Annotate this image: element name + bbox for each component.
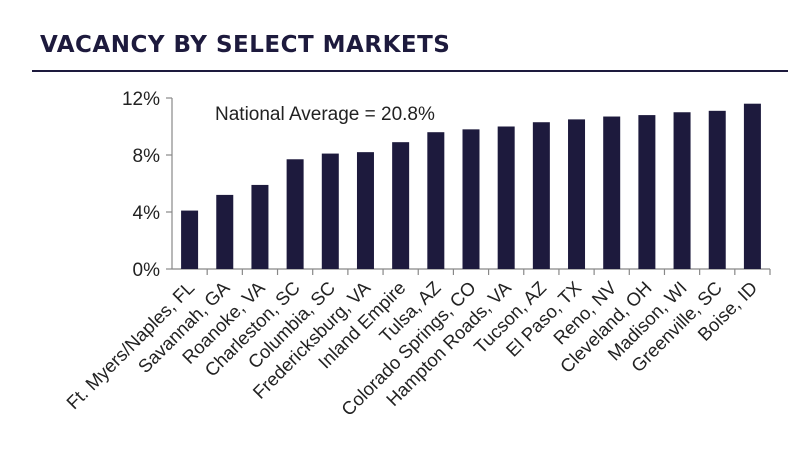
bar [497,126,515,269]
bars [181,103,771,275]
bar [568,119,586,269]
bar [392,142,410,269]
bar [462,129,480,269]
bar [181,210,199,269]
y-tick-label: 8% [133,146,161,167]
y-tick-label: 0% [133,260,161,281]
page-title: VACANCY BY SELECT MARKETS [40,32,451,58]
bar [427,132,445,269]
y-tick-label: 12% [122,89,160,110]
bar [638,115,656,269]
bar [708,110,726,269]
y-axis: 0% 4% 8% 12% [122,89,770,281]
bar [286,159,304,269]
bar [251,184,269,269]
national-average-annotation: National Average = 20.8% [215,104,435,125]
bar [603,116,621,270]
bar [216,194,234,269]
bar [673,112,691,269]
bar [321,153,339,269]
y-tick-label: 4% [133,203,161,224]
bar [743,103,761,269]
bar [532,122,550,269]
title-divider [32,70,788,72]
bar [356,152,374,269]
